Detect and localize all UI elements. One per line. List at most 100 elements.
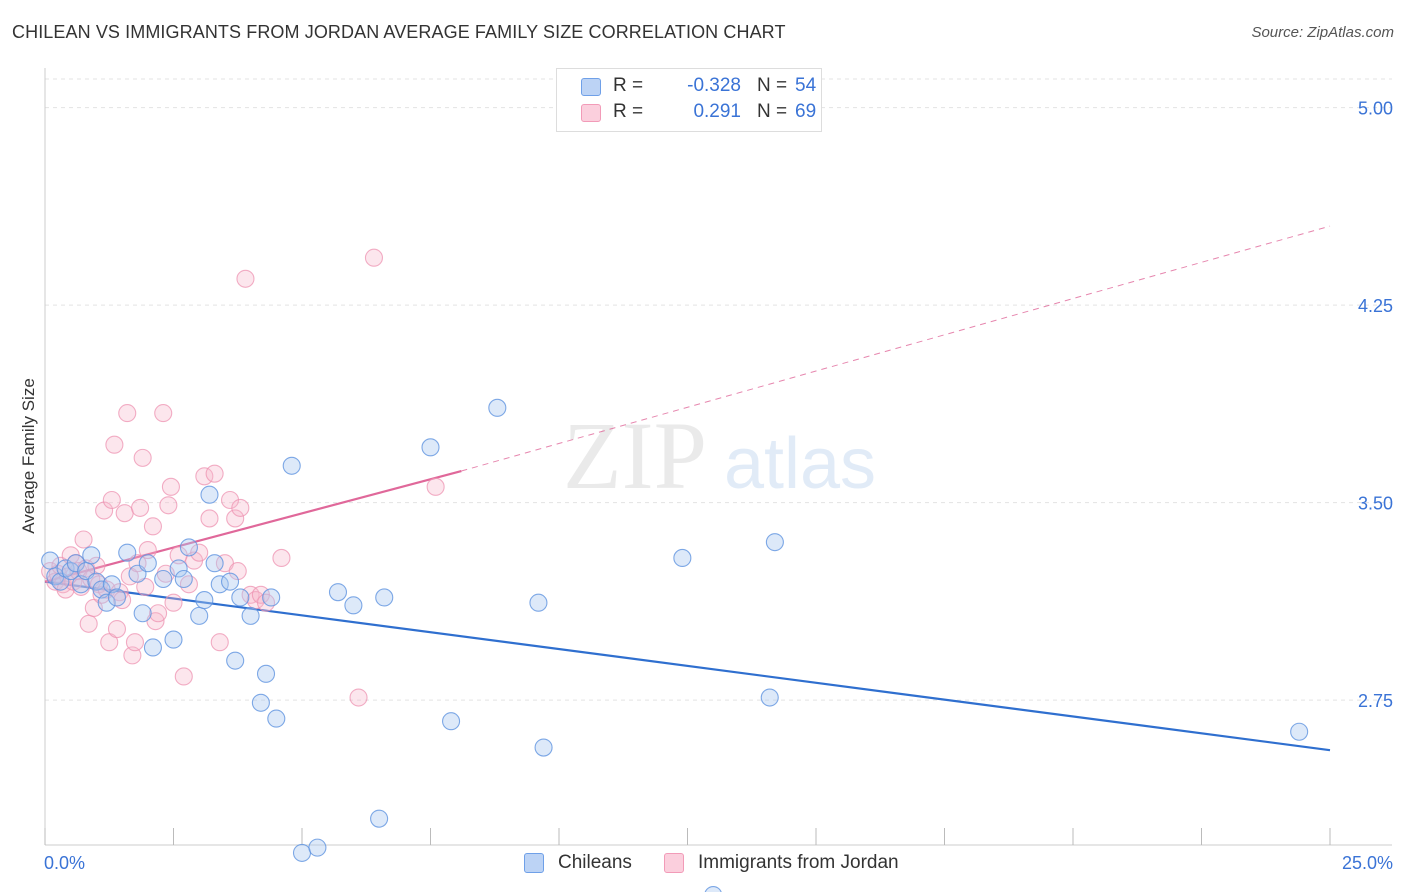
point-jordan [190, 543, 209, 562]
legend-n-value: 69 [795, 101, 817, 122]
point-chileans [534, 738, 553, 757]
point-chileans [344, 596, 363, 615]
point-jordan [138, 540, 157, 560]
source-label: Source: ZipAtlas.com [1251, 24, 1394, 41]
point-jordan [149, 604, 168, 623]
axes [44, 68, 1392, 846]
point-chileans [765, 533, 784, 552]
chart-title: CHILEAN VS IMMIGRANTS FROM JORDAN AVERAG… [12, 22, 786, 42]
point-jordan [79, 614, 98, 633]
point-chileans [226, 651, 245, 670]
point-jordan [87, 556, 106, 575]
point-jordan [161, 477, 180, 496]
point-chileans [282, 456, 301, 475]
point-chileans [164, 630, 183, 649]
trend-line-jordan [44, 469, 462, 583]
point-jordan [118, 404, 137, 423]
point-jordan [241, 585, 260, 604]
point-chileans [328, 583, 348, 602]
point-jordan [131, 498, 150, 517]
point-jordan [272, 548, 291, 567]
point-chileans [308, 838, 327, 857]
x-tick-label-min: 0.0% [44, 853, 85, 873]
point-chileans [174, 569, 193, 589]
point-jordan [179, 575, 198, 594]
watermark-atlas: atlas [724, 424, 876, 504]
point-chileans [97, 593, 116, 612]
point-chileans [154, 569, 173, 589]
gridlines [45, 78, 1392, 701]
correlation-legend: R = -0.328 N = 54 R = 0.291 N = 69 [556, 68, 822, 132]
point-chileans [370, 809, 389, 828]
point-chileans [673, 548, 692, 567]
point-jordan [102, 490, 121, 510]
legend-n-value: 54 [795, 75, 817, 96]
point-chileans [241, 606, 260, 625]
point-chileans [262, 588, 281, 607]
point-jordan [107, 619, 127, 639]
watermark: ZIP atlas [563, 402, 876, 509]
point-jordan [74, 530, 93, 549]
point-chileans [529, 593, 548, 612]
trend-line-jordan-projection [461, 225, 1331, 472]
point-chileans [267, 709, 286, 728]
point-jordan [125, 633, 144, 652]
point-jordan [105, 435, 124, 454]
point-jordan [364, 248, 384, 267]
point-chileans [231, 588, 250, 607]
point-jordan [159, 496, 178, 515]
point-jordan [226, 509, 245, 528]
legend-swatch-chileans [581, 78, 601, 96]
legend-r-value: 0.291 [693, 101, 741, 122]
point-jordan [349, 688, 368, 707]
trend-line-chileans [44, 580, 1331, 752]
point-jordan [154, 404, 173, 423]
point-chileans [1290, 722, 1309, 741]
point-chileans [133, 604, 152, 623]
legend-n-label: N = [757, 75, 788, 96]
bottom-legend-label-chileans: Chileans [558, 852, 632, 873]
point-chileans [195, 591, 214, 610]
point-jordan [200, 509, 219, 528]
point-jordan [236, 269, 255, 288]
point-chileans [760, 688, 779, 707]
point-jordan [426, 477, 445, 496]
point-chileans [179, 538, 198, 557]
point-chileans [205, 554, 224, 573]
legend-n-label: N = [757, 101, 788, 122]
point-jordan [133, 448, 152, 467]
point-chileans [421, 438, 440, 457]
point-chileans [190, 606, 209, 625]
bottom-legend-swatch-jordan [664, 853, 684, 873]
series-chileans-points [41, 398, 1309, 892]
point-jordan [195, 467, 214, 486]
trend-lines [44, 225, 1331, 752]
point-chileans [220, 572, 240, 591]
bottom-legend-label-jordan: Immigrants from Jordan [698, 852, 899, 873]
x-tick-labels: 0.0% 25.0% [44, 853, 1393, 873]
point-chileans [442, 712, 461, 731]
point-chileans [118, 543, 137, 562]
point-jordan [231, 498, 250, 517]
point-chileans [143, 638, 162, 657]
point-jordan [164, 593, 183, 612]
point-jordan [174, 667, 193, 686]
legend-r-label: R = [613, 101, 644, 122]
point-jordan [256, 593, 276, 612]
y-axis-label: Average Family Size [19, 378, 38, 534]
point-chileans [107, 588, 127, 607]
point-chileans [251, 693, 270, 712]
bottom-legend-swatch-chileans [524, 853, 544, 873]
y-tick-labels: 2.75 3.50 4.25 5.00 [1358, 99, 1393, 712]
point-chileans [82, 546, 101, 565]
point-chileans [292, 843, 312, 862]
point-chileans [169, 559, 188, 578]
point-chileans [704, 885, 722, 892]
y-tick-label: 5.00 [1358, 99, 1393, 119]
point-chileans [41, 551, 60, 570]
point-jordan [205, 464, 224, 483]
y-tick-label: 3.50 [1358, 494, 1393, 514]
series-jordan-points [41, 248, 445, 707]
point-jordan [123, 646, 142, 665]
point-jordan [113, 591, 132, 610]
